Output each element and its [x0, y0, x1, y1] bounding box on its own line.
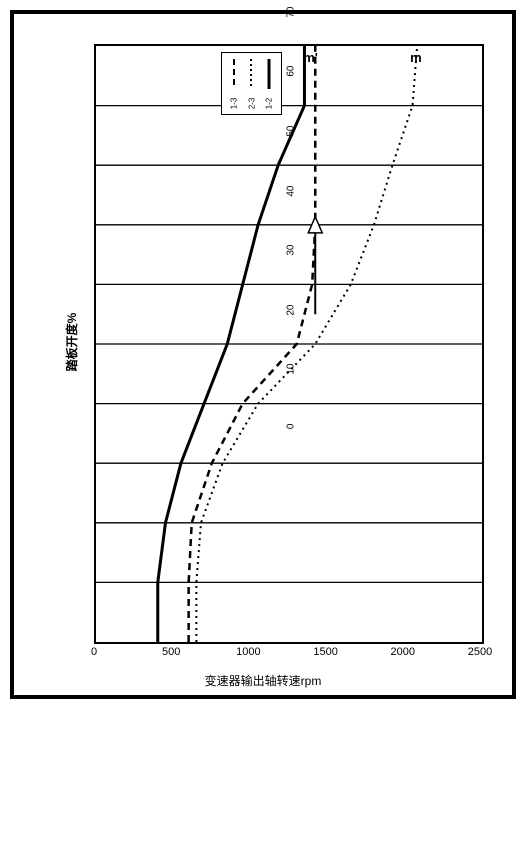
x-tick-2000: 2000: [391, 646, 415, 658]
x-axis-label-text: 变速器输出轴转速rpm: [205, 674, 322, 688]
x-tick-2500: 2500: [468, 646, 492, 658]
x-tick-0: 0: [91, 646, 97, 658]
y-axis-label-text: 踏板开度%: [63, 313, 80, 372]
label-m-text: m: [410, 50, 422, 65]
x-axis-label: 变速器输出轴转速rpm: [205, 672, 322, 689]
legend: 1-3 2-3 1-2: [221, 52, 282, 115]
outer-frame: 1-32-31-2 0102030405060708090100 0500100…: [10, 10, 516, 699]
label-m: m: [410, 50, 422, 65]
legend-item-1-3: 1-3: [228, 59, 240, 108]
legend-item-2-3: 2-3: [246, 59, 258, 108]
label-m-prime-text: m': [303, 50, 318, 65]
x-tick-1000: 1000: [236, 646, 260, 658]
legend-item-1-2: 1-2: [263, 59, 275, 108]
label-m-prime: m': [303, 50, 318, 65]
x-tick-1500: 1500: [313, 646, 337, 658]
x-tick-500: 500: [162, 646, 180, 658]
y-tick-100: 100: [286, 0, 297, 270]
